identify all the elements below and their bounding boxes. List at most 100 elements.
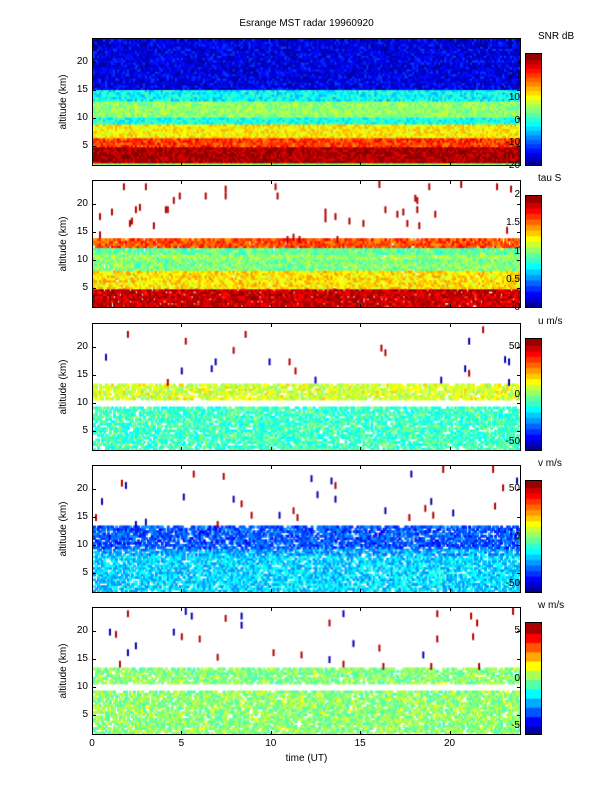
colorbar-tick-label: 0 — [514, 530, 520, 542]
x-tick-mark — [449, 607, 451, 611]
colorbar-gradient — [526, 54, 541, 165]
x-tick-mark — [181, 589, 183, 593]
x-tick-mark — [449, 304, 451, 308]
colorbar-u — [525, 338, 542, 451]
x-tick-mark — [181, 465, 183, 469]
x-tick-mark — [449, 589, 451, 593]
y-tick-mark — [517, 288, 521, 290]
x-tick-mark — [360, 731, 362, 735]
colorbar-tick-label: -50 — [505, 435, 520, 447]
x-tick-mark — [270, 162, 272, 166]
x-tick-mark — [181, 323, 183, 327]
x-tick-mark — [449, 447, 451, 451]
heatmap-cells-w — [93, 608, 520, 734]
y-tick-mark — [517, 62, 521, 64]
colorbar-gradient — [526, 339, 541, 450]
x-tick-mark — [181, 731, 183, 735]
y-tick-label: 10 — [76, 254, 88, 266]
x-tick-mark — [92, 323, 93, 327]
x-axis-label: time (UT) — [285, 753, 328, 764]
x-tick-mark — [181, 38, 183, 42]
colorbar-tick-label: -50 — [505, 577, 520, 589]
y-tick-mark — [517, 659, 521, 661]
y-tick-mark — [92, 260, 96, 262]
y-axis-label: altitude (km) — [58, 216, 69, 272]
x-tick-mark — [92, 731, 93, 735]
y-tick-mark — [92, 573, 96, 575]
x-tick-mark — [270, 304, 272, 308]
x-tick-mark — [449, 323, 451, 327]
heatmap-u — [92, 323, 521, 451]
x-tick-mark — [270, 607, 272, 611]
y-tick-mark — [92, 62, 96, 64]
colorbar-tick-label: 0 — [514, 302, 520, 313]
x-tick-mark — [360, 180, 362, 184]
x-tick-mark — [360, 447, 362, 451]
heatmap-v — [92, 465, 521, 593]
y-tick-mark — [92, 232, 96, 234]
y-tick-label: 10 — [76, 397, 88, 409]
colorbar-tick-label: 50 — [508, 483, 520, 495]
x-tick-mark — [92, 304, 93, 308]
x-tick-mark — [360, 607, 362, 611]
y-tick-mark — [517, 232, 521, 234]
x-tick-mark — [92, 38, 93, 42]
heatmap-cells-v — [93, 466, 520, 592]
x-tick-mark — [449, 180, 451, 184]
y-tick-label: 20 — [76, 198, 88, 210]
x-tick-mark — [181, 304, 183, 308]
y-tick-label: 20 — [76, 341, 88, 353]
colorbar-label: w m/s — [538, 600, 565, 611]
y-tick-mark — [517, 260, 521, 262]
x-tick-mark — [92, 589, 93, 593]
x-tick-label: 10 — [265, 738, 277, 749]
colorbar-tick-label: -10 — [505, 137, 520, 149]
x-tick-mark — [92, 162, 93, 166]
y-tick-label: 15 — [76, 226, 88, 238]
heatmap-cells-snr — [93, 39, 520, 165]
y-tick-mark — [92, 489, 96, 491]
y-tick-mark — [517, 375, 521, 377]
y-tick-mark — [92, 631, 96, 633]
x-tick-mark — [181, 180, 183, 184]
y-tick-label: 5 — [82, 425, 88, 437]
colorbar-tick-label: -20 — [505, 160, 520, 171]
y-tick-mark — [92, 431, 96, 433]
x-tick-mark — [181, 447, 183, 451]
colorbar-label: v m/s — [538, 458, 562, 469]
y-tick-label: 20 — [76, 56, 88, 68]
x-tick-mark — [360, 304, 362, 308]
y-tick-label: 15 — [76, 511, 88, 523]
colorbar-tick-label: 5 — [514, 625, 520, 637]
y-tick-mark — [517, 90, 521, 92]
y-tick-label: 5 — [82, 709, 88, 721]
y-tick-mark — [517, 687, 521, 689]
x-tick-mark — [449, 465, 451, 469]
x-tick-mark — [92, 607, 93, 611]
heatmap-cells-tau — [93, 181, 520, 307]
x-tick-mark — [360, 589, 362, 593]
x-tick-mark — [270, 589, 272, 593]
x-tick-mark — [270, 465, 272, 469]
y-tick-mark — [517, 403, 521, 405]
colorbar-snr — [525, 53, 542, 166]
x-tick-mark — [181, 162, 183, 166]
y-tick-mark — [92, 375, 96, 377]
x-tick-mark — [270, 38, 272, 42]
y-tick-mark — [517, 489, 521, 491]
x-tick-mark — [92, 465, 93, 469]
x-tick-mark — [270, 180, 272, 184]
x-tick-mark — [360, 323, 362, 327]
y-tick-label: 15 — [76, 369, 88, 381]
x-tick-mark — [92, 180, 93, 184]
y-tick-mark — [92, 659, 96, 661]
x-tick-label: 0 — [89, 738, 95, 749]
x-tick-label: 5 — [178, 738, 185, 749]
y-tick-mark — [92, 403, 96, 405]
y-tick-label: 15 — [76, 653, 88, 665]
y-tick-mark — [517, 431, 521, 433]
y-tick-mark — [517, 146, 521, 148]
colorbar-tick-label: 0 — [514, 114, 520, 126]
x-tick-mark — [449, 38, 451, 42]
